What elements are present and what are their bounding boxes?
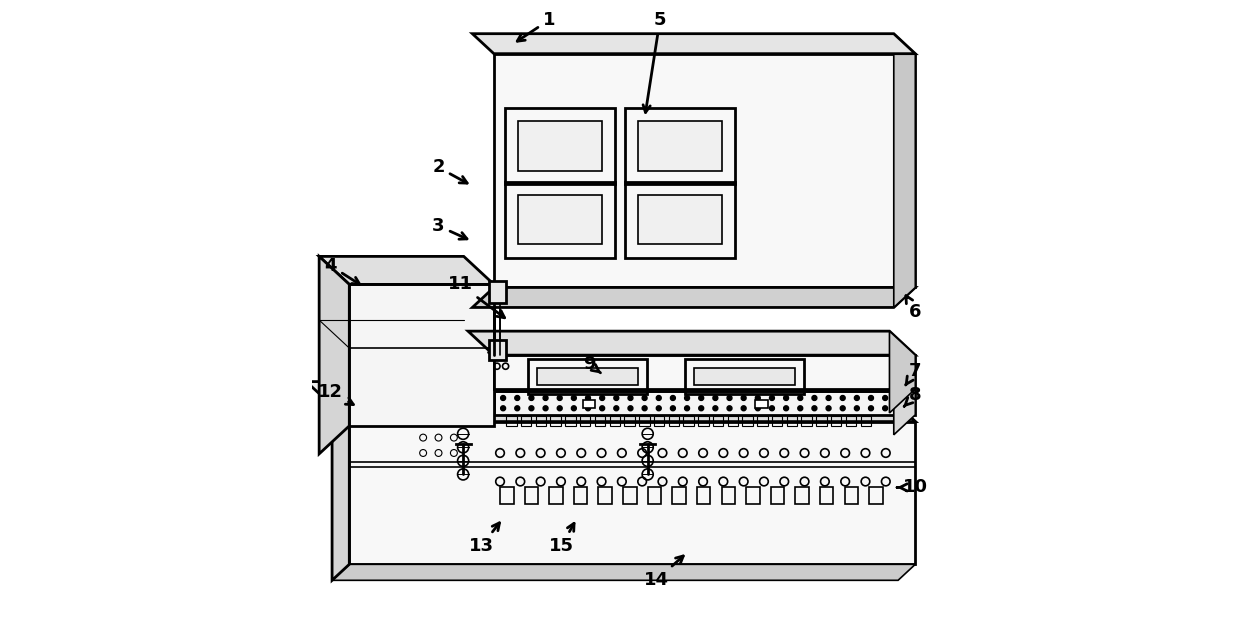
Polygon shape xyxy=(332,564,915,580)
Circle shape xyxy=(627,406,632,411)
Circle shape xyxy=(883,396,888,400)
Polygon shape xyxy=(472,287,915,308)
Circle shape xyxy=(572,396,577,400)
Circle shape xyxy=(642,406,647,411)
Circle shape xyxy=(727,396,732,400)
Polygon shape xyxy=(332,405,915,421)
Text: 8: 8 xyxy=(904,386,921,407)
Polygon shape xyxy=(489,281,506,303)
Polygon shape xyxy=(489,340,506,360)
Circle shape xyxy=(671,406,676,411)
Text: 10: 10 xyxy=(898,478,928,496)
Circle shape xyxy=(770,396,775,400)
Circle shape xyxy=(515,406,520,411)
Circle shape xyxy=(826,396,831,400)
Polygon shape xyxy=(537,368,639,385)
Circle shape xyxy=(784,396,789,400)
Polygon shape xyxy=(518,121,601,171)
Circle shape xyxy=(826,406,831,411)
Circle shape xyxy=(812,406,817,411)
Circle shape xyxy=(671,396,676,400)
Circle shape xyxy=(699,406,703,411)
Circle shape xyxy=(727,406,732,411)
Circle shape xyxy=(797,396,802,400)
Polygon shape xyxy=(755,400,768,408)
Circle shape xyxy=(614,406,619,411)
Circle shape xyxy=(713,406,718,411)
Text: 6: 6 xyxy=(906,295,921,321)
Circle shape xyxy=(854,406,859,411)
Circle shape xyxy=(529,396,534,400)
Circle shape xyxy=(770,406,775,411)
Circle shape xyxy=(755,406,760,411)
Text: 2: 2 xyxy=(433,158,467,183)
Polygon shape xyxy=(583,400,595,408)
Polygon shape xyxy=(472,34,915,54)
Polygon shape xyxy=(472,371,915,391)
Circle shape xyxy=(572,406,577,411)
Circle shape xyxy=(742,406,746,411)
Polygon shape xyxy=(467,331,915,355)
Circle shape xyxy=(797,406,802,411)
Polygon shape xyxy=(350,421,915,564)
Polygon shape xyxy=(319,256,494,284)
Text: 7: 7 xyxy=(905,362,921,385)
Text: 13: 13 xyxy=(469,523,500,555)
Circle shape xyxy=(812,396,817,400)
Circle shape xyxy=(501,406,506,411)
Circle shape xyxy=(841,406,846,411)
Circle shape xyxy=(600,406,605,411)
Circle shape xyxy=(501,396,506,400)
Polygon shape xyxy=(332,405,350,580)
Polygon shape xyxy=(894,371,915,435)
Circle shape xyxy=(684,396,689,400)
Circle shape xyxy=(742,396,746,400)
Polygon shape xyxy=(894,34,915,308)
Polygon shape xyxy=(494,391,915,415)
Text: 9: 9 xyxy=(583,355,600,373)
Polygon shape xyxy=(494,54,915,287)
Circle shape xyxy=(755,396,760,400)
Circle shape xyxy=(713,396,718,400)
Circle shape xyxy=(529,406,534,411)
Polygon shape xyxy=(319,256,350,454)
Polygon shape xyxy=(350,284,494,426)
Circle shape xyxy=(656,396,661,400)
Polygon shape xyxy=(639,121,722,171)
Polygon shape xyxy=(889,331,915,413)
Polygon shape xyxy=(518,195,601,244)
Circle shape xyxy=(614,396,619,400)
Circle shape xyxy=(543,396,548,400)
Circle shape xyxy=(883,406,888,411)
Circle shape xyxy=(699,396,703,400)
Circle shape xyxy=(627,396,632,400)
Circle shape xyxy=(585,406,590,411)
Circle shape xyxy=(543,406,548,411)
Circle shape xyxy=(515,396,520,400)
Circle shape xyxy=(557,396,562,400)
Text: 15: 15 xyxy=(549,523,574,555)
Text: 5: 5 xyxy=(644,11,666,112)
Text: 4: 4 xyxy=(325,257,360,284)
Text: 1: 1 xyxy=(517,11,556,41)
Circle shape xyxy=(642,396,647,400)
Polygon shape xyxy=(639,195,722,244)
Circle shape xyxy=(868,396,873,400)
Polygon shape xyxy=(306,381,915,421)
Polygon shape xyxy=(694,368,795,385)
Text: 3: 3 xyxy=(433,217,467,239)
Circle shape xyxy=(868,406,873,411)
Text: 12: 12 xyxy=(319,383,353,405)
Text: 11: 11 xyxy=(448,276,505,318)
Polygon shape xyxy=(494,355,915,389)
Text: 14: 14 xyxy=(645,556,683,589)
Circle shape xyxy=(585,396,590,400)
Circle shape xyxy=(684,406,689,411)
Circle shape xyxy=(600,396,605,400)
Circle shape xyxy=(854,396,859,400)
Circle shape xyxy=(656,406,661,411)
Circle shape xyxy=(557,406,562,411)
Circle shape xyxy=(784,406,789,411)
Circle shape xyxy=(841,396,846,400)
